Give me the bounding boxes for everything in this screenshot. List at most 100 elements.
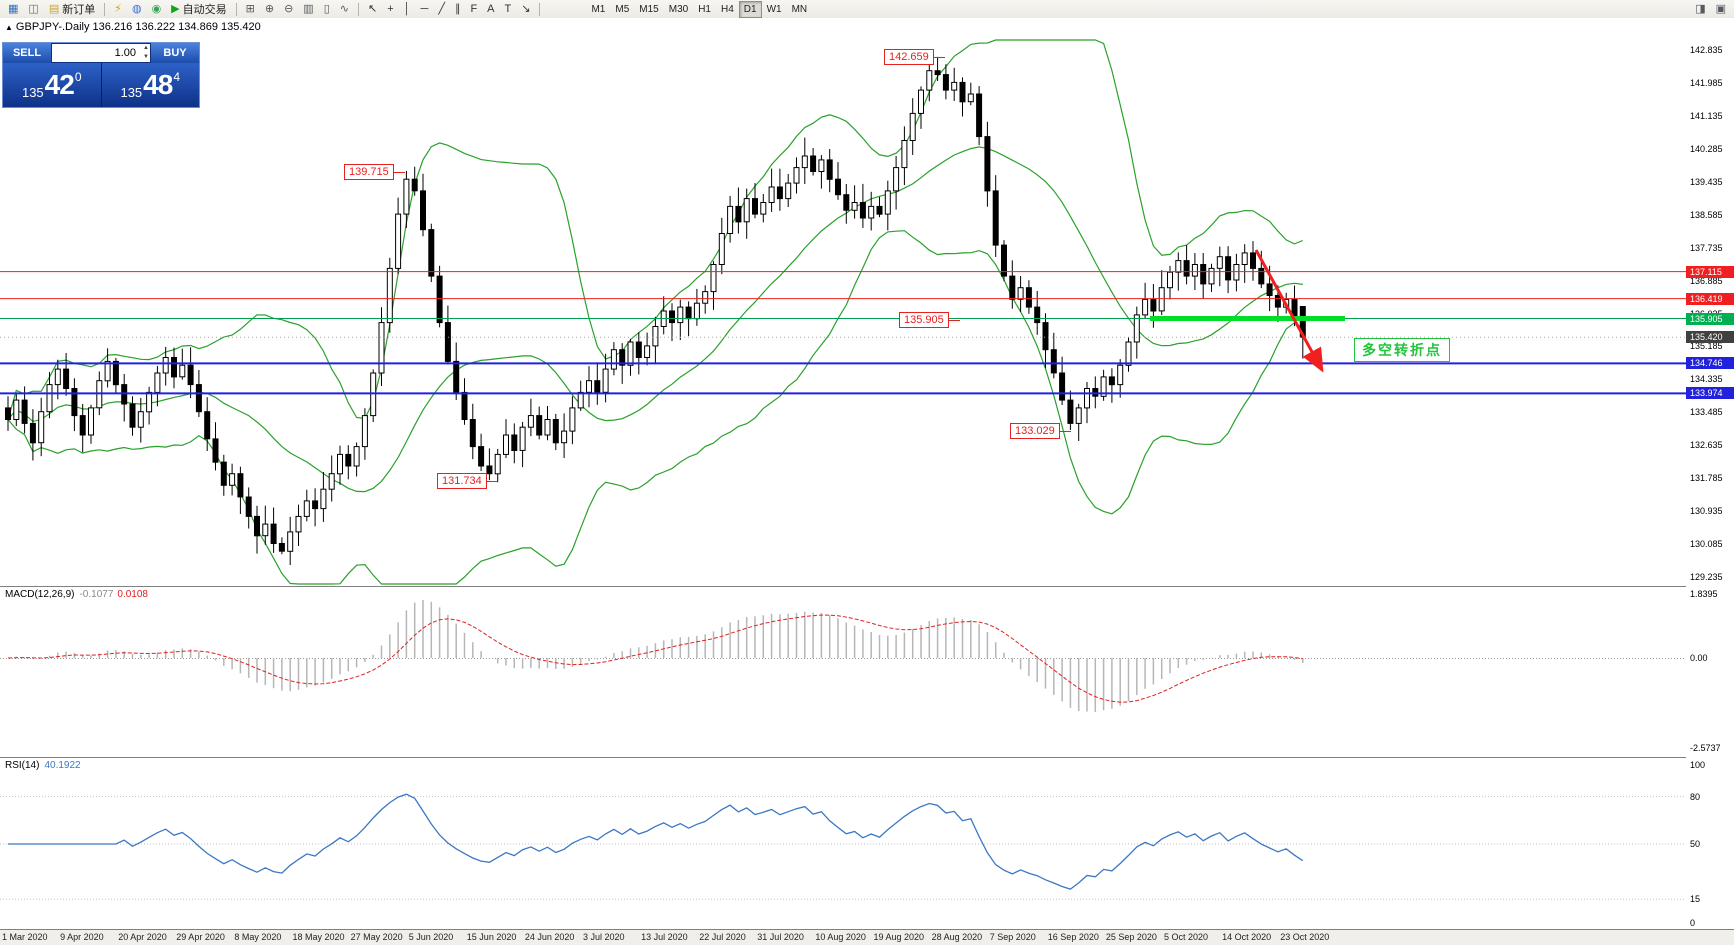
time-axis-label: 16 Sep 2020 [1047,932,1099,942]
new-order-button: ▤ [48,3,60,15]
alerts-icon[interactable]: ◨ [1690,0,1710,18]
zoom-out-icon[interactable]: ⊖ [279,0,298,18]
time-axis-label: 9 Apr 2020 [60,932,104,942]
window-tile-icon: ◫ [28,3,39,15]
volume-input[interactable]: 1.00 ▲ ▼ [52,44,150,62]
new-order-button[interactable]: ▤ 新订单 [44,0,100,18]
price-axis-label: 132.635 [1690,440,1723,451]
buy-price-pips: 48 [143,69,173,100]
channel-icon[interactable]: ∥ [450,0,466,18]
price-callout-131.734[interactable]: 131.734 [437,473,498,489]
price-callout-139.715[interactable]: 139.715 [344,164,405,180]
time-axis-label: 3 Jul 2020 [583,932,625,942]
timeframe-button-M5[interactable]: M5 [615,3,630,15]
downtrend-arrow[interactable] [1254,249,1324,373]
price-line-flag: 134.746 [1686,357,1734,370]
text-icon: A [487,3,495,15]
price-callout-133.029[interactable]: 133.029 [1010,423,1071,439]
market-watch-icon[interactable]: ◍ [127,0,147,18]
alerts-icon: ◨ [1695,3,1706,15]
price-callout-142.659[interactable]: 142.659 [884,49,945,65]
auto-trading-button: ▶ [171,3,180,15]
price-axis-label: 130.085 [1690,539,1723,550]
horizontal-line-icon: ─ [420,3,429,15]
timeframe-button-M15[interactable]: M15 [639,3,659,15]
rsi-axis-label: 50 [1690,839,1701,849]
price-axis-label: 134.335 [1690,374,1723,385]
horizontal-line-icon[interactable]: ─ [416,0,434,18]
expert-advisor-icon[interactable]: ⚡ [109,0,127,18]
price-axis[interactable]: 142.835 141.985 141.135 140.285 139.435 138.5… [1686,18,1734,929]
bar-chart-icon[interactable]: ▥ [298,0,318,18]
info-icon[interactable]: ◉ [147,0,167,18]
tile-windows-icon[interactable]: ⊞ [241,0,260,18]
toolbar-separator [357,2,359,16]
volume-value: 1.00 [114,47,136,59]
candlestick-chart-icon[interactable]: ▯ [319,0,335,18]
buy-price[interactable]: 135 48 4 [100,63,199,107]
price-line-flag: 135.420 [1686,331,1734,344]
toolbar: ▦ ◫ ▤ 新订单 ⚡ ◍ ◉ ▶ 自动交易 ⊞ ⊕ ⊖ ▥ ▯ ∿ ↖ + │ ─ ╱ ∥ F A T ↘ M1 M5 M15 M30… [0,0,1734,19]
auto-trading-button[interactable]: ▶ 自动交易 [166,0,231,18]
zoom-in-icon[interactable]: ⊕ [260,0,279,18]
fibonacci-icon[interactable]: F [465,0,482,18]
fullscreen-icon: ▣ [1715,3,1726,15]
time-axis-label: 5 Oct 2020 [1164,932,1209,942]
crosshair-icon[interactable]: + [382,0,398,18]
fullscreen-icon[interactable]: ▣ [1711,0,1731,18]
rsi-value: 40.1922 [44,760,81,771]
macd-axis-label: 0.00 [1690,653,1708,663]
turning-point-annotation[interactable]: 多空转折点 [1354,338,1450,362]
time-axis[interactable]: 1 Mar 2020 9 Apr 2020 20 Apr 2020 29 Apr 20… [0,929,1734,945]
cursor-icon: ↖ [367,3,378,15]
price-axis-label: 133.485 [1690,407,1723,418]
new-order-button-label: 新订单 [62,4,96,16]
price-line-flag: 136.419 [1686,292,1734,305]
toolbar-separator [235,2,237,16]
window-tile-icon[interactable]: ◫ [23,0,43,18]
line-chart-icon: ∿ [339,3,349,15]
expert-advisor-icon: ⚡ [114,3,122,15]
timeframe-button-H1[interactable]: H1 [698,3,711,15]
horizontal-lines[interactable] [0,271,1686,395]
price-line-flag: 137.115 [1686,265,1734,278]
chart-title: ▲ GBPJPY-.Daily 136.216 136.222 134.869 1… [5,21,261,33]
zoom-out-icon: ⊖ [284,3,294,15]
timeframe-button-MN[interactable]: MN [791,3,808,15]
price-callout-135.905[interactable]: 135.905 [899,312,960,328]
price-axis-label: 141.135 [1690,110,1723,121]
main-chart-plot[interactable] [0,18,1734,929]
timeframe-button-W1[interactable]: W1 [766,3,782,15]
rsi-indicator-label: RSI(14) 40.1922 [5,760,81,771]
time-axis-label: 25 Sep 2020 [1105,932,1157,942]
toolbar-right-group: ◨ ▣ [1690,0,1731,18]
trendline-icon[interactable]: ╱ [433,0,450,18]
price-axis-label: 135.185 [1690,341,1723,352]
text-label-icon[interactable]: T [500,0,517,18]
timeframe-button-D1[interactable]: D1 [738,0,762,18]
macd-signal-value: 0.0108 [117,589,148,600]
buy-button[interactable]: BUY [151,43,199,63]
vertical-line-icon[interactable]: │ [399,0,416,18]
arrow-object-icon[interactable]: ↘ [516,0,535,18]
timeframe-button-M30[interactable]: M30 [668,3,689,15]
channel-icon: ∥ [454,3,461,15]
sell-price[interactable]: 135 42 0 [3,63,101,107]
time-axis-label: 28 Aug 2020 [931,932,983,942]
chart-window-icon[interactable]: ▦ [3,0,23,18]
crosshair-icon: + [387,3,394,15]
price-line-flag: 135.905 [1686,312,1734,325]
text-icon[interactable]: A [482,0,499,18]
price-axis-label: 136.885 [1690,275,1723,286]
candlestick-chart-icon: ▯ [323,3,330,15]
toolbar-separator [104,2,106,16]
timeframe-button-H4[interactable]: H4 [720,3,734,15]
volume-spinner[interactable]: ▲ ▼ [143,45,149,60]
cursor-icon[interactable]: ↖ [363,0,382,18]
price-axis-label: 139.435 [1690,176,1723,187]
time-axis-label: 22 Jul 2020 [699,932,746,942]
sell-button[interactable]: SELL [3,43,51,63]
rsi-axis-label: 80 [1690,791,1701,802]
line-chart-icon[interactable]: ∿ [335,0,354,18]
timeframe-button-M1[interactable]: M1 [591,3,606,15]
